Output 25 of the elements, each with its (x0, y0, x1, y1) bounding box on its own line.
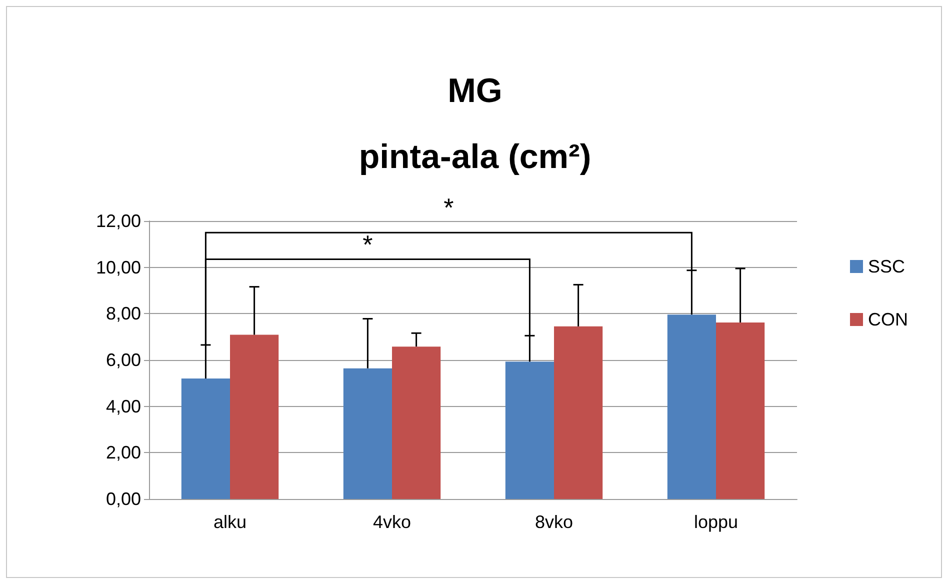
bar (343, 368, 392, 499)
x-tick-label: alku (213, 512, 247, 532)
chart-subtitle: pinta-ala (cm²) (358, 138, 592, 176)
bar (181, 378, 230, 499)
y-tick-label: 4,00 (106, 396, 141, 416)
legend-label: CON (868, 310, 908, 330)
legend-label: SSC (868, 256, 906, 276)
bar (554, 326, 603, 499)
x-tick-label: loppu (694, 512, 738, 532)
bar (667, 314, 716, 499)
bar (392, 346, 441, 499)
y-tick-label: 6,00 (106, 350, 141, 370)
bar (230, 334, 279, 499)
y-tick-label: 0,00 (106, 489, 141, 509)
chart-title: MG (448, 72, 502, 110)
x-tick-label: 8vko (534, 512, 574, 532)
x-tick-label: 4vko (372, 512, 412, 532)
y-tick-label: 2,00 (106, 442, 141, 463)
bar (716, 322, 765, 499)
y-tick-label: 12,00 (96, 211, 141, 231)
y-tick-label: 8,00 (106, 304, 141, 324)
annotation: * (362, 230, 373, 261)
annotation: * (444, 192, 454, 224)
y-tick-label: 10,00 (96, 257, 141, 278)
bar (505, 362, 554, 499)
